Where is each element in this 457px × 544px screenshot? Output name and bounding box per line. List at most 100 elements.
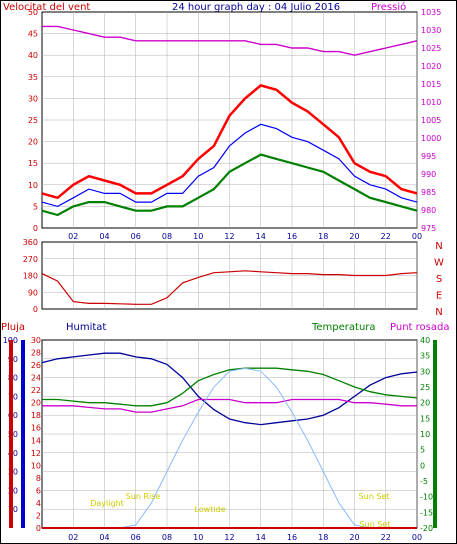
dewpoint-title: Punt rosada xyxy=(390,322,449,333)
x-tick-label: 12 xyxy=(224,533,234,542)
temperature-y-tick: -15 xyxy=(420,508,433,517)
pressure-y-ticks: 975 980 985 990 995 1000 1005 1010 1015 1020 1025 1… xyxy=(421,8,441,233)
x-tick-label: 00 xyxy=(412,232,422,241)
wind-y-tick: 45 xyxy=(28,30,38,39)
temperature-y-tick: 35 xyxy=(420,352,430,361)
rain-y-tick: 22 xyxy=(31,386,41,395)
pressure-y-tick: 995 xyxy=(421,152,436,161)
compass-letter: N xyxy=(435,241,442,252)
series-line-0 xyxy=(41,352,418,426)
wind-y-tick: 5 xyxy=(33,202,38,211)
x-tick-label: 18 xyxy=(318,533,328,542)
pressure-y-tick: 1035 xyxy=(421,8,441,17)
astro-label: Lowtide xyxy=(194,505,225,514)
x-tick-label: 14 xyxy=(256,232,266,241)
pressure-y-tick: 990 xyxy=(421,170,436,179)
rain-y-tick: 8 xyxy=(36,474,41,483)
wind-series xyxy=(41,25,418,217)
series-line-2 xyxy=(42,398,417,413)
astro-label: Daylight xyxy=(90,499,124,508)
x-tick-label: 06 xyxy=(131,533,141,542)
x-tick-label: 08 xyxy=(162,232,172,241)
rain-y-tick: 28 xyxy=(31,349,41,358)
temperature-y-tick: 20 xyxy=(420,399,430,408)
temperature-y-tick: 40 xyxy=(420,336,430,345)
direction-y-ticks: 0 90 180 270 360 xyxy=(23,238,38,314)
rain-y-tick: 26 xyxy=(31,361,41,370)
rain-y-tick: 30 xyxy=(31,336,41,345)
pressure-y-tick: 1030 xyxy=(421,26,441,35)
pressure-y-tick: 1010 xyxy=(421,98,441,107)
x-tick-label: 06 xyxy=(131,232,141,241)
pressure-y-tick: 975 xyxy=(421,224,436,233)
x-tick-label: 14 xyxy=(256,533,266,542)
temperature-y-tick: 15 xyxy=(420,414,430,423)
direction-line xyxy=(41,270,418,305)
astro-label: Sun Rise xyxy=(126,492,161,501)
wind-speed-title: Velocitat del vent xyxy=(3,2,90,13)
wind-x-ticks: 02 04 06 08 10 12 14 16 18 20 22 00 xyxy=(68,232,422,241)
wind-grid xyxy=(42,12,418,228)
rain-y-tick: 2 xyxy=(36,511,41,520)
rain-y-tick: 4 xyxy=(36,499,41,508)
x-tick-label: 20 xyxy=(349,232,359,241)
rain-y-tick: 0 xyxy=(36,524,41,533)
temperature-y-tick: 10 xyxy=(420,430,430,439)
wind-y-tick: 20 xyxy=(28,138,38,147)
direction-series xyxy=(41,270,418,305)
temperature-y-tick: 5 xyxy=(420,446,425,455)
compass-letter: E xyxy=(436,291,442,302)
series-line-1 xyxy=(42,367,418,407)
temperature-y-tick: -20 xyxy=(420,524,433,533)
compass-letter: N xyxy=(435,307,442,318)
rain-y-tick: 14 xyxy=(31,436,41,445)
x-tick-label: 10 xyxy=(193,232,203,241)
wind-y-tick: 40 xyxy=(28,51,38,60)
compass-letter: S xyxy=(436,274,442,285)
astro-label: Sun Set xyxy=(359,492,390,501)
rain-y-tick: 18 xyxy=(31,411,41,420)
pressure-title: Pressió xyxy=(371,1,406,13)
x-tick-label: 16 xyxy=(287,533,297,542)
temperature-y-ticks: -20 -15 -10 -5 0 5 10 15 20 25 30 35 40 xyxy=(420,336,433,533)
x-tick-label: 20 xyxy=(349,533,359,542)
x-tick-label: 22 xyxy=(381,232,391,241)
temp-hum-series xyxy=(41,352,418,529)
rain-axis-bar xyxy=(9,340,13,528)
direction-y-tick: 0 xyxy=(33,305,38,314)
wind-y-ticks: 0 5 10 15 20 25 30 35 40 45 50 xyxy=(28,8,38,233)
series-line-2 xyxy=(41,153,418,217)
x-tick-label: 08 xyxy=(162,533,172,542)
x-tick-label: 10 xyxy=(193,533,203,542)
x-tick-label: 02 xyxy=(68,232,78,241)
x-tick-label: 04 xyxy=(99,533,109,542)
series-line-3 xyxy=(42,25,418,56)
compass-letter: W xyxy=(434,258,444,269)
pressure-y-tick: 1020 xyxy=(421,62,441,71)
temp-hum-x-ticks: 02 04 06 08 10 12 14 16 18 20 22 00 xyxy=(68,533,422,542)
rain-y-tick: 6 xyxy=(36,486,41,495)
astro-label: Sun Set xyxy=(360,520,391,529)
humidity-axis-bar xyxy=(21,340,25,528)
temperature-y-tick: -10 xyxy=(420,493,433,502)
series-line-0 xyxy=(41,84,418,200)
temperature-y-tick: -5 xyxy=(420,477,428,486)
series-line-1 xyxy=(41,123,418,208)
pressure-y-tick: 1005 xyxy=(421,116,441,125)
rain-y-tick: 24 xyxy=(31,374,41,383)
temperature-y-tick: 0 xyxy=(420,461,425,470)
direction-y-tick: 270 xyxy=(23,255,38,264)
x-tick-label: 22 xyxy=(381,533,391,542)
rain-y-tick: 10 xyxy=(31,461,41,470)
rain-y-tick: 12 xyxy=(31,449,41,458)
pressure-y-tick: 1000 xyxy=(421,134,441,143)
x-tick-label: 12 xyxy=(224,232,234,241)
wind-y-tick: 0 xyxy=(33,224,38,233)
humidity-title: Humitat xyxy=(66,322,106,333)
